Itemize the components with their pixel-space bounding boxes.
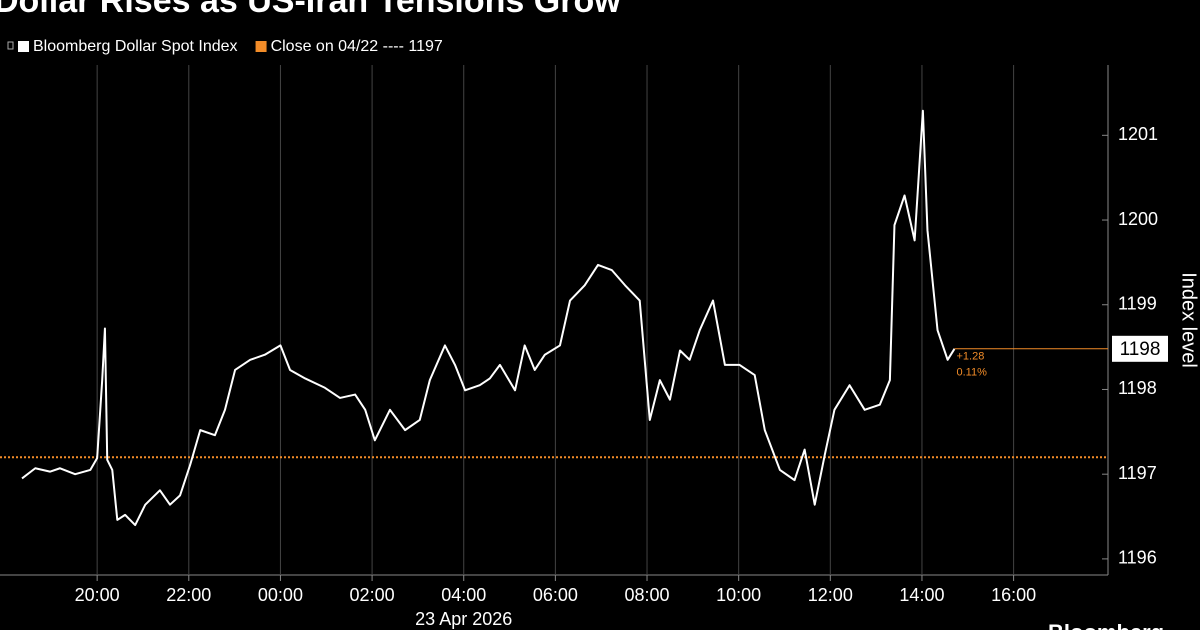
legend-label: Bloomberg Dollar Spot Index	[33, 38, 238, 55]
x-tick-label: 16:00	[991, 585, 1036, 605]
x-date-label: 23 Apr 2026	[415, 609, 512, 629]
legend-swatch	[18, 41, 29, 52]
y-tick-label: 1201	[1118, 124, 1158, 144]
y-tick-label: 1197	[1118, 463, 1157, 483]
x-tick-label: 10:00	[716, 585, 761, 605]
legend-label: Close on 04/22 ---- 1197	[271, 38, 443, 55]
y-tick-label: 1196	[1118, 548, 1157, 568]
x-tick-label: 14:00	[899, 585, 944, 605]
legend-swatch	[255, 41, 267, 52]
y-tick-label: 1198	[1118, 378, 1157, 398]
x-tick-label: 22:00	[166, 585, 211, 605]
x-tick-label: 08:00	[624, 585, 669, 605]
last-value-box	[1112, 335, 1168, 362]
y-tick-label: 1199	[1118, 294, 1157, 314]
change-pct-label: 0.11%	[956, 367, 987, 379]
y-tick-label: 1200	[1118, 209, 1158, 229]
chart-title: Dollar Rises as US-Iran Tensions Grow	[0, 0, 621, 20]
x-tick-label: 04:00	[441, 585, 486, 605]
x-tick-label: 12:00	[808, 585, 853, 605]
change-label: +1.28	[956, 351, 984, 363]
source: Bloomberg	[1048, 620, 1164, 630]
y-axis-label: Index level	[1178, 272, 1200, 368]
legend-icon	[7, 41, 14, 50]
series-line	[21, 109, 956, 527]
last-value-label: 1198	[1120, 339, 1161, 360]
x-tick-label: 20:00	[75, 585, 120, 605]
x-tick-label: 06:00	[533, 585, 578, 605]
x-tick-label: 02:00	[350, 585, 395, 605]
x-tick-label: 00:00	[258, 585, 303, 605]
